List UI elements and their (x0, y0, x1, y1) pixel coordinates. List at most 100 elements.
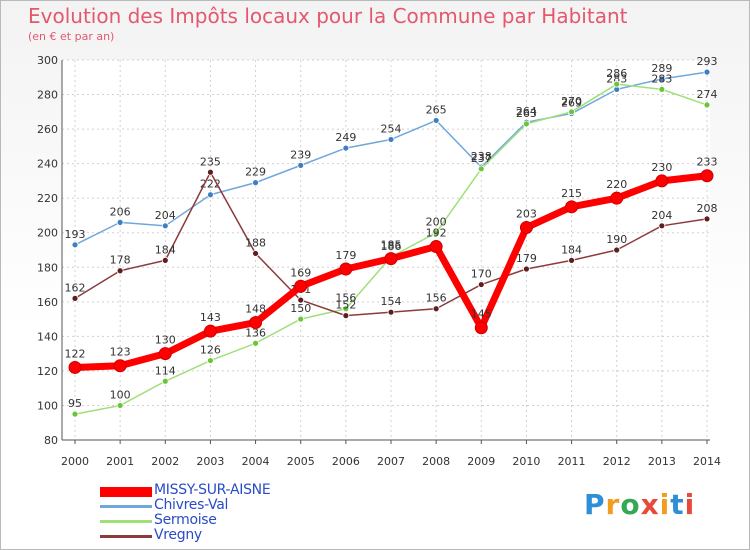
data-point-missy-sur-aisne (203, 324, 217, 338)
data-label-sermoise: 95 (68, 397, 82, 410)
data-label-sermoise: 150 (290, 302, 311, 315)
legend-item: Chivres-Val (100, 497, 400, 514)
data-point-missy-sur-aisne (429, 240, 443, 254)
data-point-vregny (613, 246, 621, 254)
data-label-sermoise: 286 (606, 67, 627, 80)
y-tick-label: 260 (37, 123, 58, 136)
data-label-chivres-val: 264 (516, 105, 537, 118)
chart-legend: MISSY-SUR-AISNE Chivres-Val Sermoise Vregny (100, 482, 400, 544)
data-point-chivres-val (432, 117, 440, 124)
data-point-chivres-val (161, 222, 169, 230)
data-point-vregny (297, 296, 305, 304)
data-point-vregny (477, 281, 485, 288)
data-label-missy-sur-aisne: 230 (651, 161, 672, 174)
data-label-vregny: 179 (516, 252, 537, 265)
x-tick-label: 2011 (558, 455, 586, 468)
data-label-missy-sur-aisne: 192 (426, 227, 447, 240)
legend-swatch (100, 535, 152, 538)
data-point-sermoise (71, 410, 79, 418)
data-point-sermoise (342, 305, 350, 313)
legend-label: Sermoise (154, 512, 217, 528)
y-tick-label: 220 (37, 192, 58, 205)
data-label-sermoise: 100 (110, 388, 131, 401)
data-point-missy-sur-aisne (158, 347, 172, 361)
data-point-missy-sur-aisne (294, 279, 308, 293)
data-point-missy-sur-aisne (339, 262, 353, 276)
data-point-vregny (207, 168, 214, 176)
x-tick-label: 2001 (106, 455, 134, 468)
data-point-missy-sur-aisne (113, 359, 127, 373)
data-label-chivres-val: 269 (561, 97, 582, 110)
legend-swatch (100, 520, 152, 523)
data-label-chivres-val: 293 (697, 55, 718, 68)
data-label-missy-sur-aisne: 130 (155, 334, 176, 347)
x-tick-label: 2009 (467, 455, 495, 468)
data-label-sermoise: 270 (561, 95, 582, 108)
data-point-chivres-val (658, 75, 666, 83)
data-label-sermoise: 274 (697, 88, 718, 101)
data-label-sermoise: 126 (200, 344, 221, 357)
data-label-sermoise: 186 (381, 240, 402, 253)
data-point-vregny (116, 267, 124, 275)
data-point-missy-sur-aisne (610, 191, 624, 205)
x-tick-label: 2014 (693, 455, 721, 468)
data-label-chivres-val: 289 (651, 62, 672, 75)
data-point-sermoise (658, 85, 666, 93)
data-point-chivres-val (387, 136, 395, 143)
x-tick-label: 2002 (151, 455, 179, 468)
legend-swatch (100, 505, 152, 508)
data-point-chivres-val (116, 218, 124, 226)
data-label-vregny: 162 (65, 281, 86, 294)
data-label-vregny: 204 (651, 209, 672, 222)
data-label-chivres-val: 239 (290, 148, 311, 161)
data-label-chivres-val: 265 (426, 103, 447, 116)
y-tick-label: 140 (37, 330, 58, 343)
data-label-missy-sur-aisne: 220 (606, 178, 627, 191)
data-point-vregny (568, 256, 575, 264)
data-label-sermoise: 156 (335, 292, 356, 305)
data-label-vregny: 188 (245, 236, 266, 249)
data-point-vregny (71, 294, 79, 302)
data-label-sermoise: 114 (155, 364, 176, 377)
data-label-vregny: 208 (697, 202, 718, 215)
data-point-sermoise (252, 339, 259, 347)
data-point-sermoise (116, 402, 124, 409)
data-label-sermoise: 263 (516, 107, 537, 120)
legend-item: Vregny (100, 527, 400, 544)
data-point-sermoise (161, 377, 169, 385)
data-point-vregny (161, 256, 169, 264)
data-point-vregny (252, 250, 259, 257)
data-point-missy-sur-aisne (249, 316, 263, 330)
data-label-sermoise: 136 (245, 326, 266, 339)
data-label-chivres-val: 229 (245, 166, 266, 179)
data-point-sermoise (568, 108, 575, 116)
x-tick-label: 2008 (422, 455, 450, 468)
data-point-missy-sur-aisne (565, 200, 579, 214)
data-label-vregny: 190 (606, 233, 627, 246)
data-point-vregny (432, 305, 440, 313)
data-label-chivres-val: 249 (335, 131, 356, 144)
data-label-vregny: 156 (426, 292, 447, 305)
x-tick-label: 2004 (242, 455, 270, 468)
legend-label: Vregny (154, 527, 202, 543)
data-label-vregny: 184 (561, 243, 582, 256)
legend-label: Chivres-Val (154, 497, 229, 513)
data-point-missy-sur-aisne (474, 321, 488, 335)
data-label-vregny: 184 (155, 243, 176, 256)
data-point-sermoise (207, 357, 214, 364)
legend-label: MISSY-SUR-AISNE (154, 482, 271, 498)
data-label-vregny: 154 (381, 295, 402, 308)
data-point-vregny (523, 265, 530, 273)
y-tick-label: 280 (37, 89, 58, 102)
y-tick-label: 240 (37, 158, 58, 171)
data-label-missy-sur-aisne: 145 (471, 308, 492, 321)
y-tick-label: 200 (37, 227, 58, 240)
x-tick-label: 2013 (648, 455, 676, 468)
data-label-missy-sur-aisne: 148 (245, 303, 266, 316)
data-point-vregny (658, 222, 666, 230)
y-tick-label: 120 (37, 365, 58, 378)
data-point-sermoise (613, 80, 621, 88)
x-tick-label: 2005 (287, 455, 315, 468)
data-label-chivres-val: 283 (606, 72, 627, 85)
